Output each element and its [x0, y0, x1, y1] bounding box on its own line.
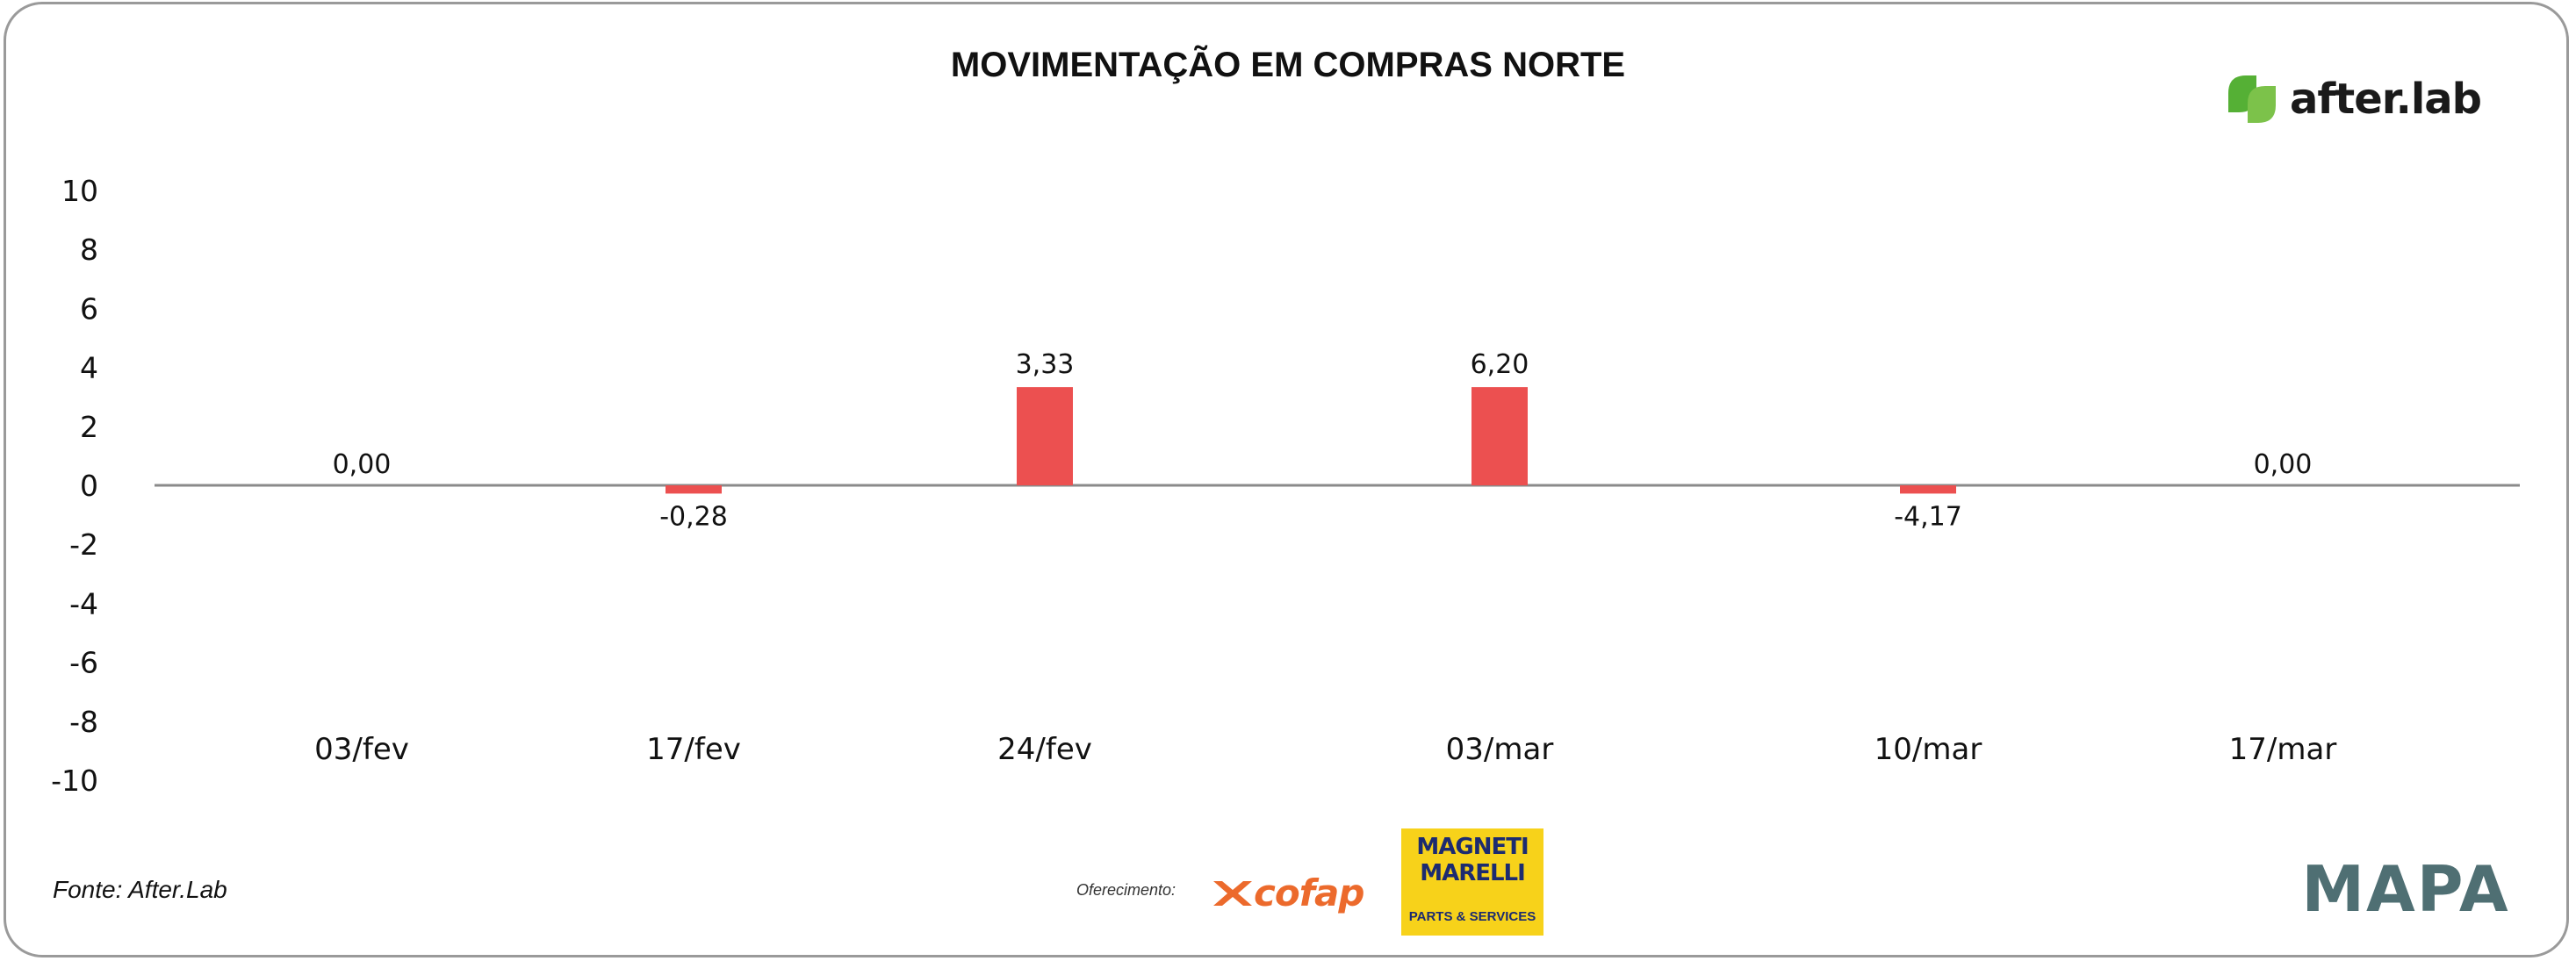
y-tick-label: 2	[80, 410, 98, 444]
y-tick-label: 0	[80, 469, 98, 503]
y-tick-label: -8	[69, 705, 98, 739]
data-label: -4,17	[1894, 501, 1962, 532]
data-label: -0,28	[659, 501, 728, 532]
chart-title: MOVIMENTAÇÃO EM COMPRAS NORTE	[950, 46, 1626, 84]
x-tick-label: 10/mar	[1874, 732, 1982, 767]
y-tick-label: -4	[69, 586, 98, 620]
bar	[666, 485, 722, 494]
magneti-wordmark: MAGNETI	[1416, 834, 1529, 860]
mapa-logo: MAPA	[2300, 857, 2511, 927]
x-tick-label: 17/fev	[646, 732, 741, 767]
data-label: 0,00	[2254, 449, 2313, 480]
x-tick-label: 17/mar	[2229, 732, 2337, 767]
bar	[1900, 485, 1956, 494]
afterlab-leaf-icon	[2228, 75, 2276, 123]
magneti-subtitle: PARTS & SERVICES	[1408, 909, 1536, 924]
x-tick-label: 03/mar	[1446, 732, 1554, 767]
marelli-wordmark: MARELLI	[1420, 860, 1526, 886]
x-tick-label: 03/fev	[314, 732, 409, 767]
sponsor-label: Oferecimento:	[1076, 881, 1176, 899]
data-label: 6,20	[1471, 349, 1529, 380]
y-tick-label: 10	[61, 174, 98, 208]
y-tick-label: 6	[80, 291, 98, 326]
y-tick-label: -6	[69, 646, 98, 680]
cofap-logo: cofap	[1208, 867, 1384, 920]
x-tick-label: 24/fev	[997, 732, 1092, 767]
y-tick-label: 4	[80, 351, 98, 385]
mapa-wordmark: MAPA	[2301, 852, 2510, 926]
y-tick-label: -2	[69, 527, 98, 562]
cofap-wordmark: cofap	[1254, 871, 1364, 914]
chart-frame	[4, 2, 2569, 957]
y-tick-label: -10	[51, 764, 98, 798]
magneti-marelli-logo: MAGNETI MARELLI PARTS & SERVICES	[1401, 828, 1543, 936]
cofap-mark-icon	[1213, 881, 1252, 906]
data-label: 0,00	[333, 449, 392, 480]
afterlab-wordmark: after.lab	[2290, 75, 2482, 124]
source-note: Fonte: After.Lab	[53, 876, 227, 903]
afterlab-logo: after.lab	[2221, 68, 2485, 130]
bar	[1471, 387, 1528, 485]
y-tick-label: 8	[80, 233, 98, 267]
bar	[1017, 387, 1073, 485]
data-label: 3,33	[1016, 349, 1075, 380]
